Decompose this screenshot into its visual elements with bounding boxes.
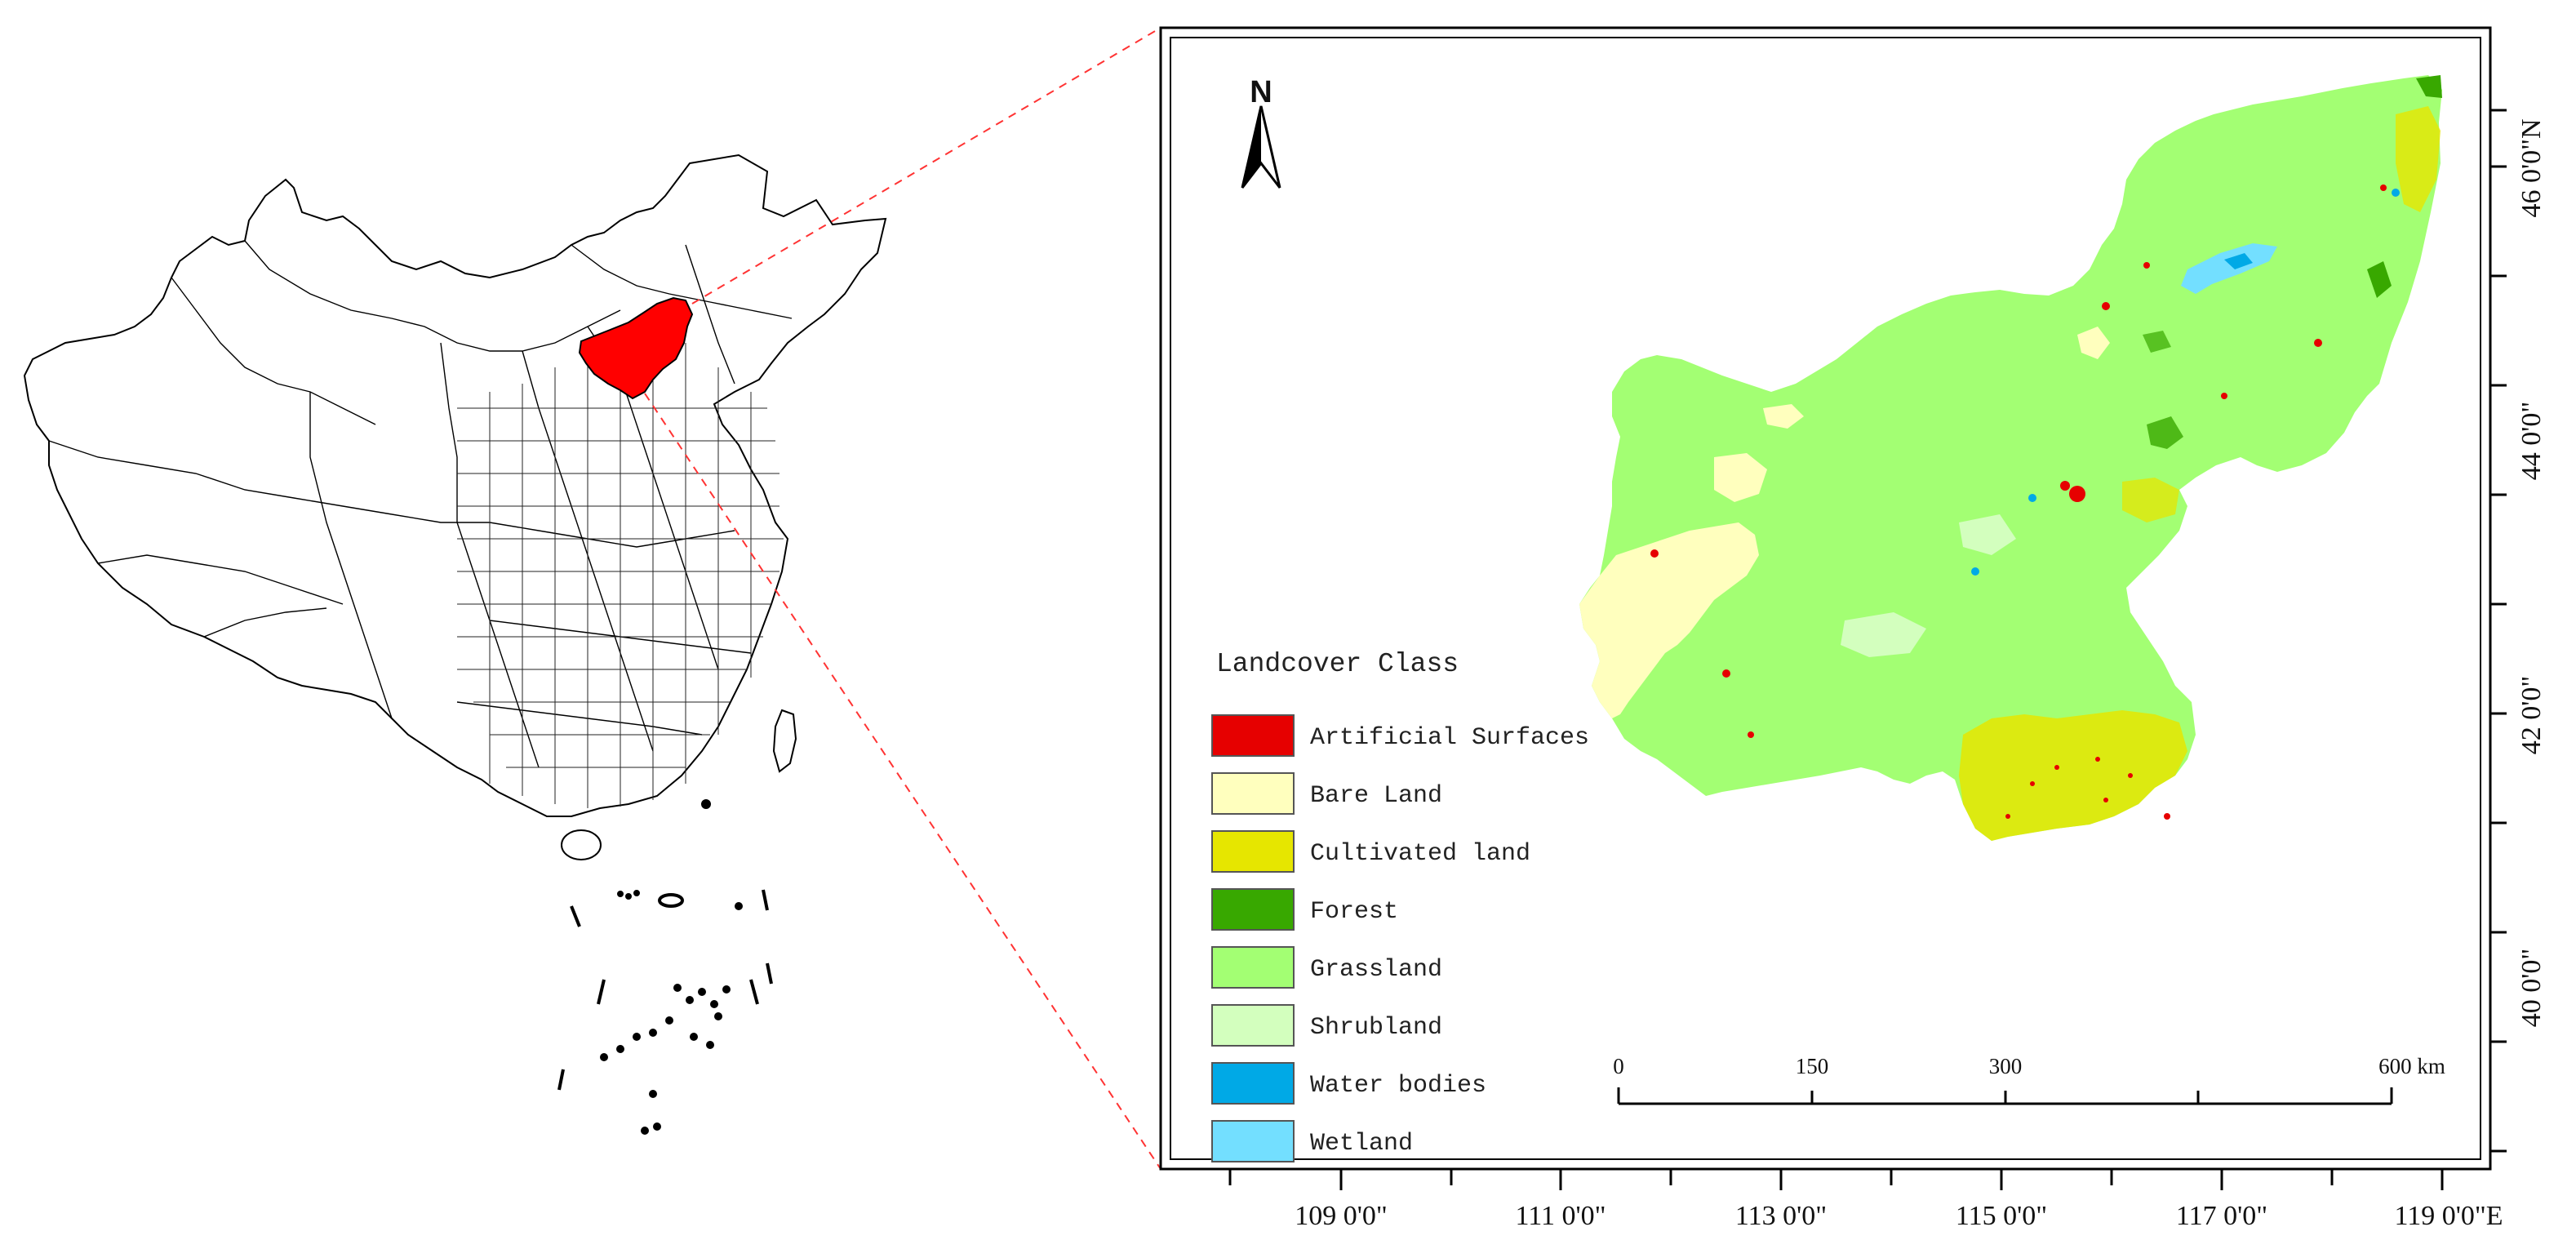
y-label-46: 46 0'0"N (2516, 118, 2547, 217)
legend-label-wetland: Wetland (1310, 1130, 1413, 1158)
landcover-forest-mid (2143, 331, 2171, 353)
landcover-shrubland-patch-2 (1959, 514, 2016, 555)
landcover-map (1579, 75, 2442, 841)
legend-label-shrubland: Shrubland (1310, 1014, 1442, 1042)
x-label-119: 119 0'0"E (2394, 1201, 2503, 1231)
hainan-island (561, 829, 602, 860)
y-label-44: 44 0'0" (2516, 402, 2547, 481)
y-axis-ticks (2490, 109, 2507, 1153)
landcover-forest-ne (2416, 75, 2442, 98)
landcover-water-bodies (2224, 253, 2253, 269)
landcover-water-dot (2028, 494, 2036, 502)
scale-label-150: 150 (1796, 1054, 1829, 1078)
legend: Landcover Class Artificial Surfaces Bare… (1211, 649, 1589, 1162)
x-label-117: 117 0'0" (2176, 1201, 2267, 1231)
x-label-109: 109 0'0" (1295, 1201, 1388, 1231)
scale-bar: 0 150 300 600 km (1613, 1054, 2445, 1105)
scale-label-0: 0 (1613, 1054, 1624, 1078)
study-area-highlight (578, 296, 694, 400)
legend-label-water-bodies: Water bodies (1310, 1072, 1486, 1100)
legend-label-forest: Forest (1310, 898, 1398, 926)
landcover-bare-land-west (1579, 522, 1759, 718)
legend-label-cultivated-land: Cultivated land (1310, 840, 1530, 868)
legend-swatch-shrubland (1211, 1004, 1295, 1047)
inset-connector-lines (644, 27, 1161, 1170)
x-label-113: 113 0'0" (1735, 1201, 1827, 1231)
legend-label-artificial-surfaces: Artificial Surfaces (1310, 724, 1589, 752)
landcover-bare-land-patch-2 (1763, 404, 1804, 429)
landcover-cultivated-south (1959, 710, 2187, 841)
legend-swatch-bare-land (1211, 772, 1295, 815)
y-axis-labels: 46 0'0"N 44 0'0" 42 0'0" 40 0'0" (2516, 118, 2547, 1027)
north-arrow-label: N (1250, 75, 1272, 109)
landcover-cultivated-mid (2122, 478, 2179, 522)
x-label-111: 111 0'0" (1516, 1201, 1606, 1231)
y-label-42: 42 0'0" (2516, 676, 2547, 755)
landcover-water-dot-2 (1971, 567, 1979, 576)
china-mainland-outline (23, 153, 887, 817)
landcover-shrubland-patch (1841, 612, 1926, 657)
legend-swatch-forest (1211, 888, 1295, 931)
legend-label-bare-land: Bare Land (1310, 782, 1442, 810)
landcover-artificial-surfaces (1650, 184, 2387, 820)
legend-label-grassland: Grassland (1310, 956, 1442, 984)
landcover-forest-se (2147, 416, 2183, 449)
landcover-cultivated-east (2396, 106, 2441, 212)
legend-swatch-water-bodies (1211, 1062, 1295, 1105)
legend-swatch-wetland (1211, 1120, 1295, 1162)
y-label-40: 40 0'0" (2516, 949, 2547, 1028)
south-sea-islands (557, 799, 773, 1135)
landcover-water-dot-3 (2392, 189, 2400, 197)
county-boundaries (457, 335, 784, 808)
landcover-bare-land-patch-3 (2077, 327, 2110, 359)
legend-swatch-grassland (1211, 946, 1295, 989)
x-label-115: 115 0'0" (1956, 1201, 2047, 1231)
landcover-bare-land-patch (1714, 453, 1767, 502)
x-axis-labels: 109 0'0" 111 0'0" 113 0'0" 115 0'0" 117 … (1295, 1201, 2503, 1231)
legend-title: Landcover Class (1216, 649, 1459, 679)
scale-label-600: 600 km (2378, 1054, 2445, 1078)
north-arrow: N (1241, 75, 1281, 189)
china-overview-map (23, 153, 887, 1135)
landcover-forest-e (2367, 261, 2392, 298)
scale-label-300: 300 (1989, 1054, 2023, 1078)
legend-swatch-cultivated-land (1211, 830, 1295, 873)
legend-swatch-artificial-surfaces (1211, 714, 1295, 757)
x-axis-ticks (1228, 1169, 2444, 1190)
landcover-wetland (2181, 243, 2277, 294)
taiwan-island (772, 709, 797, 773)
